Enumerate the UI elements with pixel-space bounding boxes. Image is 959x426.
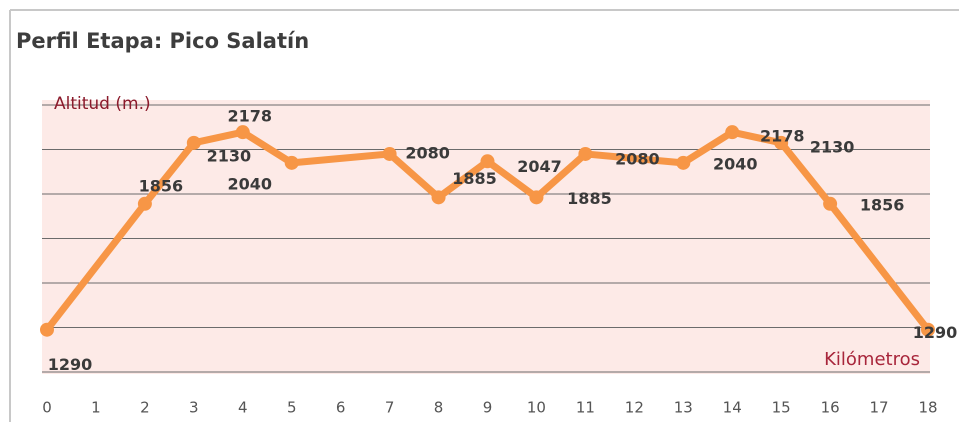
x-tick-label: 4 (238, 399, 248, 417)
data-label: 1856 (860, 195, 905, 214)
data-label: 2130 (810, 137, 855, 156)
x-axis-label: Kilómetros (824, 349, 920, 370)
data-label: 1885 (452, 169, 497, 188)
point (725, 125, 740, 140)
data-label: 2178 (760, 127, 805, 146)
x-tick-label: 15 (772, 399, 791, 417)
data-label: 1290 (48, 355, 93, 374)
x-tick-label: 7 (385, 399, 395, 417)
point (578, 146, 593, 161)
point (480, 154, 495, 169)
data-label: 2178 (228, 107, 273, 126)
point (186, 135, 201, 150)
x-tick-label: 10 (527, 399, 546, 417)
x-tick-label: 8 (434, 399, 444, 417)
point (921, 322, 935, 337)
data-label: 2080 (405, 143, 450, 162)
x-tick-label: 9 (483, 399, 493, 417)
data-label: 1856 (139, 176, 184, 195)
x-tick-label: 2 (140, 399, 150, 417)
x-tick-label: 13 (674, 399, 693, 417)
point (823, 196, 838, 211)
x-tick-label: 1 (91, 399, 101, 417)
x-tick-label: 12 (625, 399, 644, 417)
point (40, 322, 54, 337)
chart-title: Perfil Etapa: Pico Salatín (16, 29, 309, 53)
data-label: 2047 (517, 157, 562, 176)
x-tick-label: 3 (189, 399, 199, 417)
point (235, 125, 250, 140)
x-tick-label: 17 (870, 399, 889, 417)
point (774, 135, 789, 150)
x-tick-label: 14 (723, 399, 742, 417)
point (431, 190, 446, 205)
x-tick-label: 11 (576, 399, 595, 417)
data-label: 2040 (713, 154, 758, 173)
data-label: 2040 (227, 174, 272, 193)
point (529, 190, 544, 205)
point (676, 155, 691, 170)
data-label: 1885 (567, 189, 612, 208)
x-tick-label: 0 (42, 399, 52, 417)
point (284, 155, 299, 170)
y-axis-label: Altitud (m.) (54, 94, 151, 114)
point (137, 196, 152, 211)
x-tick-label: 18 (918, 399, 937, 417)
x-tick-label: 5 (287, 399, 297, 417)
data-label: 1290 (913, 323, 958, 342)
x-tick-label: 16 (821, 399, 840, 417)
point (382, 146, 397, 161)
data-label: 2080 (615, 149, 660, 168)
data-label: 2130 (207, 146, 252, 165)
x-tick-label: 6 (336, 399, 346, 417)
